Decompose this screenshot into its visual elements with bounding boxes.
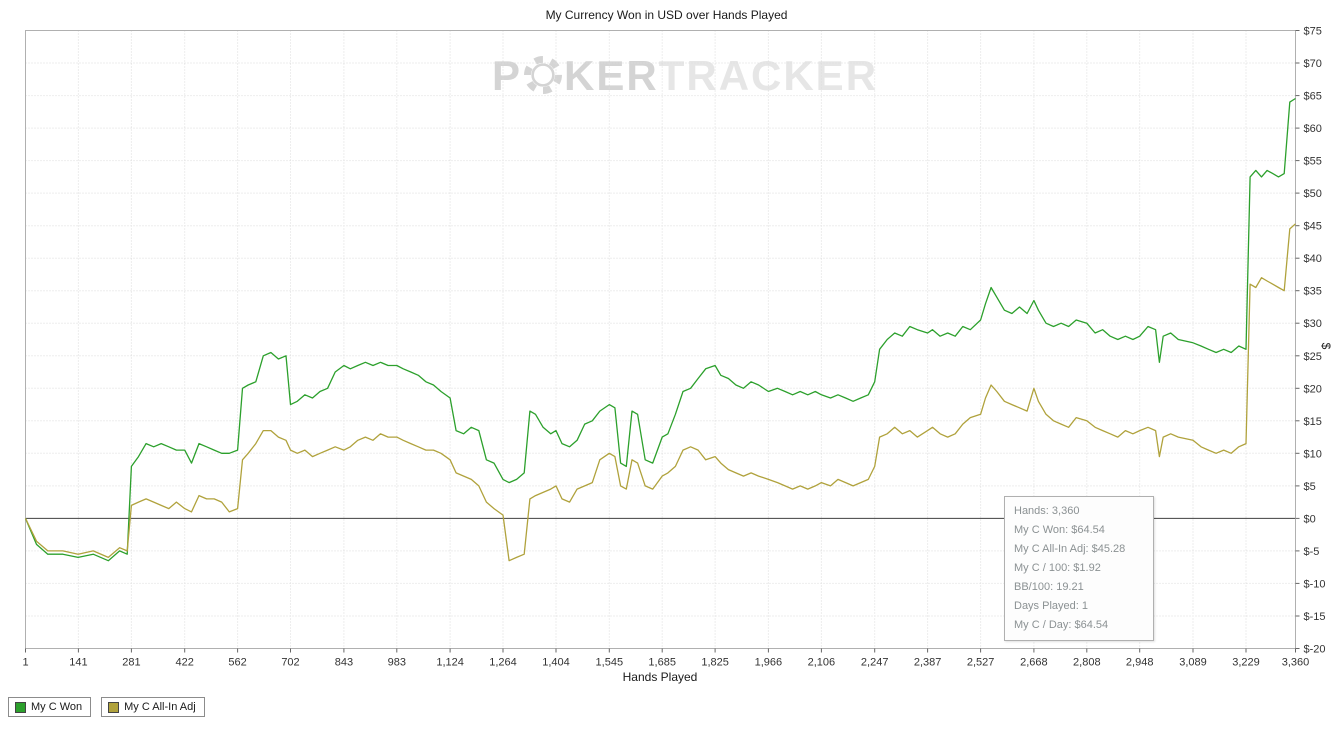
x-tick-label: 3,089: [1179, 657, 1207, 669]
x-tick-label: 843: [335, 657, 353, 669]
chart-title: My Currency Won in USD over Hands Played: [545, 8, 788, 22]
watermark-poker-ker: KER: [564, 52, 659, 99]
y-tick-label: $65: [1304, 91, 1322, 103]
plot-frame: [25, 30, 1296, 649]
x-tick-label: 983: [388, 657, 406, 669]
x-tick-label: 1,685: [648, 657, 676, 669]
y-tick-label: $40: [1304, 253, 1322, 265]
legend-item-my-c-all-in-adj[interactable]: My C All-In Adj: [101, 697, 205, 717]
x-tick-label: 3,360: [1282, 657, 1310, 669]
y-tick-label: $5: [1304, 481, 1316, 493]
x-tick-label: 2,668: [1020, 657, 1048, 669]
x-tick-label: 1: [22, 657, 28, 669]
series-line-0: [24, 97, 1296, 562]
x-tick-label: 1,264: [489, 657, 517, 669]
legend-item-my-c-won[interactable]: My C Won: [8, 697, 92, 717]
y-tick-label: $25: [1304, 351, 1322, 363]
y-tick-label: $-10: [1304, 578, 1326, 590]
y-tick-label: $75: [1304, 26, 1322, 38]
x-tick-label: 1,966: [755, 657, 783, 669]
watermark-poker-p: P: [492, 52, 523, 99]
legend-swatch-olive: [108, 701, 120, 713]
y-tick-label: $55: [1304, 156, 1322, 168]
x-axis-title: Hands Played: [623, 670, 698, 684]
y-tick-label: $50: [1304, 188, 1322, 200]
tooltip-line: BB/100: 19.21: [1014, 581, 1084, 593]
tooltip-line: My C / 100: $1.92: [1014, 562, 1101, 574]
y-tick-label: $70: [1304, 58, 1322, 70]
x-tick-label: 141: [69, 657, 87, 669]
y-tick-label: $60: [1304, 123, 1322, 135]
x-tick-label: 2,948: [1126, 657, 1154, 669]
tooltip-line: My C All-In Adj: $45.28: [1014, 543, 1126, 555]
x-tick-label: 1,404: [542, 657, 570, 669]
tooltip-line: My C / Day: $64.54: [1014, 619, 1109, 631]
poker-chip-icon: [524, 56, 563, 104]
legend-label: My C Won: [31, 701, 83, 713]
y-tick-label: $35: [1304, 286, 1322, 298]
series-line-1: [24, 223, 1296, 562]
y-tick-label: $-20: [1304, 644, 1326, 656]
x-tick-label: 2,527: [967, 657, 995, 669]
x-tick-label: 281: [122, 657, 140, 669]
x-tick-label: 2,808: [1073, 657, 1101, 669]
y-tick-label: $15: [1304, 416, 1322, 428]
y-tick-label: $10: [1304, 448, 1322, 460]
x-tick-label: 2,247: [861, 657, 889, 669]
stats-tooltip: Hands: 3,360 My C Won: $64.54 My C All-In …: [1004, 496, 1154, 641]
pokertracker-watermark: P KERTRACKER: [492, 52, 878, 104]
legend: My C Won My C All-In Adj: [8, 697, 215, 717]
tooltip-line: Days Played: 1: [1014, 600, 1088, 612]
y-tick-label: $0: [1304, 513, 1316, 525]
x-tick-label: 702: [281, 657, 299, 669]
y-tick-label: $-5: [1304, 546, 1320, 558]
x-tick-label: 1,545: [596, 657, 624, 669]
y-axis-title: $: [1319, 343, 1333, 350]
x-tick-label: 1,124: [436, 657, 464, 669]
legend-swatch-green: [15, 701, 26, 713]
tooltip-line: Hands: 3,360: [1014, 505, 1080, 517]
x-tick-label: 562: [228, 657, 246, 669]
x-tick-label: 2,387: [914, 657, 942, 669]
y-tick-label: $-15: [1304, 611, 1326, 623]
y-tick-label: $30: [1304, 318, 1322, 330]
x-tick-label: 422: [176, 657, 194, 669]
x-tick-label: 2,106: [808, 657, 836, 669]
tooltip-line: My C Won: $64.54: [1014, 524, 1105, 536]
y-tick-label: $45: [1304, 221, 1322, 233]
x-tick-label: 3,229: [1232, 657, 1260, 669]
y-tick-label: $20: [1304, 383, 1322, 395]
x-tick-label: 1,825: [701, 657, 729, 669]
legend-label: My C All-In Adj: [124, 701, 196, 713]
watermark-tracker: TRACKER: [658, 52, 879, 99]
